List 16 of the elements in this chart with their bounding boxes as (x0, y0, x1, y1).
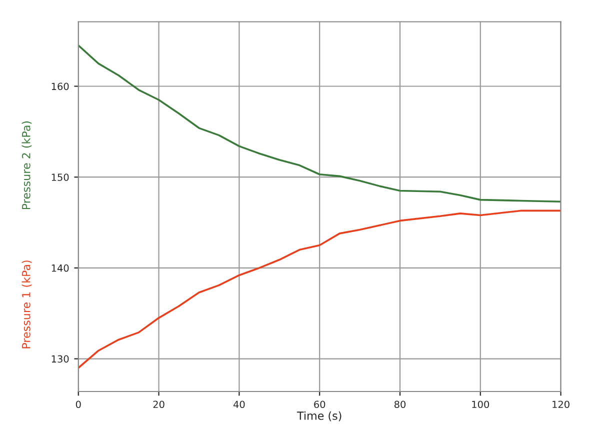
text: Pressure 1 (kPa) (22, 260, 32, 348)
text: Pressure 2 (kPa) (22, 121, 32, 210)
x-tick-label: 120 (552, 400, 570, 408)
x-tick-label: 40 (233, 400, 245, 408)
y-tick-label: 150 (52, 174, 69, 181)
x-axis-title: Time (s) (296, 411, 342, 422)
y-tick-label: 160 (52, 82, 69, 90)
y-tick-label: 140 (52, 264, 69, 272)
x-tick-label: 0 (76, 400, 81, 408)
x-tick-label: 60 (314, 400, 326, 408)
line-series (78, 44, 561, 203)
x-tick-label: 80 (394, 400, 406, 408)
x-tick-label: 20 (153, 400, 164, 408)
line-series (78, 210, 561, 369)
y-tick-label: 130 (52, 355, 69, 363)
x-tick-label: 100 (472, 400, 490, 408)
